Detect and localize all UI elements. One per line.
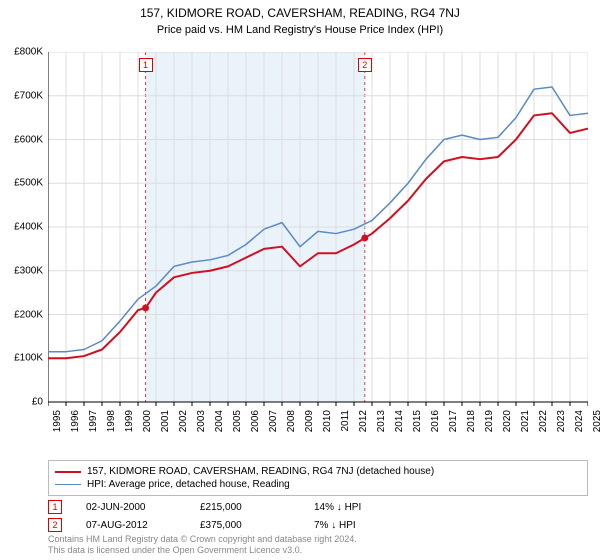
- y-tick-label: £0: [0, 397, 43, 408]
- x-tick-label: 2014: [394, 410, 405, 440]
- x-tick-label: 2017: [448, 410, 459, 440]
- sale-delta: 7% ↓ HPI: [314, 520, 404, 531]
- x-tick-label: 2024: [574, 410, 585, 440]
- sale-marker-ref: 1: [48, 500, 62, 514]
- sale-marker-2: 2: [358, 58, 372, 72]
- x-tick-label: 2007: [268, 410, 279, 440]
- chart-subtitle: Price paid vs. HM Land Registry's House …: [0, 20, 600, 42]
- x-tick-label: 2009: [304, 410, 315, 440]
- x-tick-label: 2018: [466, 410, 477, 440]
- x-tick-label: 2012: [358, 410, 369, 440]
- legend-label: 157, KIDMORE ROAD, CAVERSHAM, READING, R…: [87, 466, 434, 477]
- x-tick-label: 2001: [160, 410, 171, 440]
- y-tick-label: £100K: [0, 353, 43, 364]
- y-tick-label: £700K: [0, 90, 43, 101]
- x-tick-label: 1997: [88, 410, 99, 440]
- chart-svg: [48, 52, 588, 432]
- y-tick-label: £600K: [0, 134, 43, 145]
- x-tick-label: 2015: [412, 410, 423, 440]
- sale-price: £375,000: [200, 520, 290, 531]
- legend: 157, KIDMORE ROAD, CAVERSHAM, READING, R…: [48, 460, 588, 496]
- sale-row: 1 02-JUN-2000 £215,000 14% ↓ HPI: [48, 498, 588, 516]
- x-tick-label: 1995: [52, 410, 63, 440]
- footer-line-2: This data is licensed under the Open Gov…: [48, 545, 357, 556]
- x-tick-label: 2005: [232, 410, 243, 440]
- footer: Contains HM Land Registry data © Crown c…: [48, 534, 357, 556]
- sale-date: 02-JUN-2000: [86, 502, 176, 513]
- sale-delta: 14% ↓ HPI: [314, 502, 404, 513]
- x-tick-label: 1996: [70, 410, 81, 440]
- x-tick-label: 2023: [556, 410, 567, 440]
- sale-row: 2 07-AUG-2012 £375,000 7% ↓ HPI: [48, 516, 588, 534]
- y-tick-label: £400K: [0, 222, 43, 233]
- y-tick-label: £800K: [0, 47, 43, 58]
- x-tick-label: 2010: [322, 410, 333, 440]
- sales-table: 1 02-JUN-2000 £215,000 14% ↓ HPI 2 07-AUG-201…: [48, 498, 588, 534]
- x-tick-label: 2025: [592, 410, 600, 440]
- x-tick-label: 2003: [196, 410, 207, 440]
- x-tick-label: 2020: [502, 410, 513, 440]
- sale-marker-ref: 2: [48, 518, 62, 532]
- y-tick-label: £300K: [0, 265, 43, 276]
- x-tick-label: 2016: [430, 410, 441, 440]
- x-tick-label: 1999: [124, 410, 135, 440]
- sale-date: 07-AUG-2012: [86, 520, 176, 531]
- x-tick-label: 2013: [376, 410, 387, 440]
- legend-row: 157, KIDMORE ROAD, CAVERSHAM, READING, R…: [55, 465, 581, 478]
- x-tick-label: 2019: [484, 410, 495, 440]
- x-tick-label: 1998: [106, 410, 117, 440]
- x-tick-label: 2021: [520, 410, 531, 440]
- legend-label: HPI: Average price, detached house, Read…: [87, 479, 290, 490]
- x-tick-label: 2022: [538, 410, 549, 440]
- x-tick-label: 2004: [214, 410, 225, 440]
- x-tick-label: 2006: [250, 410, 261, 440]
- x-tick-label: 2002: [178, 410, 189, 440]
- x-tick-label: 2011: [340, 410, 351, 440]
- y-tick-label: £200K: [0, 309, 43, 320]
- footer-line-1: Contains HM Land Registry data © Crown c…: [48, 534, 357, 545]
- sale-price: £215,000: [200, 502, 290, 513]
- chart-title: 157, KIDMORE ROAD, CAVERSHAM, READING, R…: [0, 0, 600, 20]
- x-tick-label: 2008: [286, 410, 297, 440]
- chart-area: £0£100K£200K£300K£400K£500K£600K£700K£80…: [48, 52, 588, 432]
- x-tick-label: 2000: [142, 410, 153, 440]
- legend-row: HPI: Average price, detached house, Read…: [55, 478, 581, 491]
- legend-swatch: [55, 471, 81, 473]
- legend-swatch: [55, 484, 81, 485]
- sale-marker-1: 1: [139, 58, 153, 72]
- y-tick-label: £500K: [0, 178, 43, 189]
